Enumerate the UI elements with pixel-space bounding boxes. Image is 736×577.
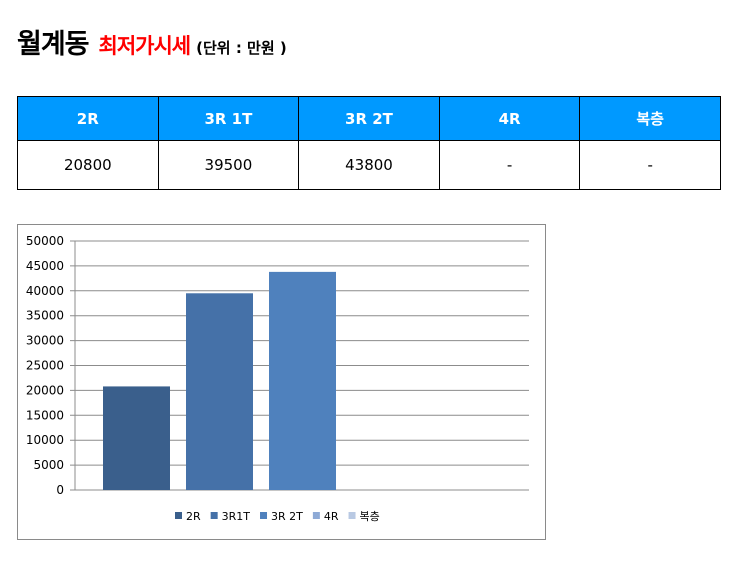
price-chart: 0 5000 10000 15000 20000 25000 30000 35000 40000… xyxy=(17,224,546,540)
cell-2r: 20800 xyxy=(17,140,159,190)
cell-duplex: - xyxy=(579,140,721,190)
legend-label: 4R xyxy=(324,510,339,523)
cell-3r-1t: 39500 xyxy=(157,140,300,190)
bar-3r-2t xyxy=(269,271,336,490)
header-duplex: 복층 xyxy=(579,96,721,141)
legend-swatch xyxy=(312,512,320,519)
y-tick-label: 35000 xyxy=(26,309,64,323)
legend-label: 3R1T xyxy=(222,510,251,523)
header-3r-1t: 3R 1T xyxy=(157,96,300,141)
y-tick-label: 50000 xyxy=(26,234,64,248)
legend-swatch xyxy=(348,512,356,519)
header-2r: 2R xyxy=(17,96,159,141)
page-heading: 월계동 최저가시세 (단위 : 만원 ) xyxy=(17,22,287,61)
table-header-row: 2R 3R 1T 3R 2T 4R 복층 xyxy=(17,96,721,141)
header-4r: 4R xyxy=(438,96,581,141)
y-tick-label: 25000 xyxy=(26,359,64,373)
y-tick-label: 10000 xyxy=(26,433,64,447)
y-tick-label: 15000 xyxy=(26,408,64,422)
y-tick-label: 45000 xyxy=(26,259,64,273)
bar-2r xyxy=(103,386,170,490)
unit-label: (단위 : 만원 ) xyxy=(196,39,287,57)
table-row: 20800 39500 43800 - - xyxy=(17,140,721,190)
legend-label: 2R xyxy=(186,510,201,523)
cell-3r-2t: 43800 xyxy=(298,140,440,190)
area-title: 월계동 xyxy=(17,29,90,60)
price-table: 2R 3R 1T 3R 2T 4R 복층 20800 39500 43800 -… xyxy=(17,96,721,190)
y-tick-label: 20000 xyxy=(26,383,64,397)
legend-label: 3R 2T xyxy=(271,510,303,523)
legend-label: 복층 xyxy=(360,510,380,523)
y-tick-label: 0 xyxy=(56,483,64,497)
header-3r-2t: 3R 2T xyxy=(298,96,440,141)
bar-3r1t xyxy=(186,293,253,490)
price-subtitle: 최저가시세 xyxy=(98,34,192,58)
y-tick-label: 30000 xyxy=(26,334,64,348)
y-tick-label: 40000 xyxy=(26,284,64,298)
cell-4r: - xyxy=(438,140,581,190)
legend-swatch xyxy=(210,512,218,519)
legend-swatch xyxy=(260,512,268,519)
legend-swatch xyxy=(175,512,182,519)
chart-canvas: 0 5000 10000 15000 20000 25000 30000 35000 40000… xyxy=(26,234,529,523)
y-tick-label: 5000 xyxy=(33,458,64,472)
